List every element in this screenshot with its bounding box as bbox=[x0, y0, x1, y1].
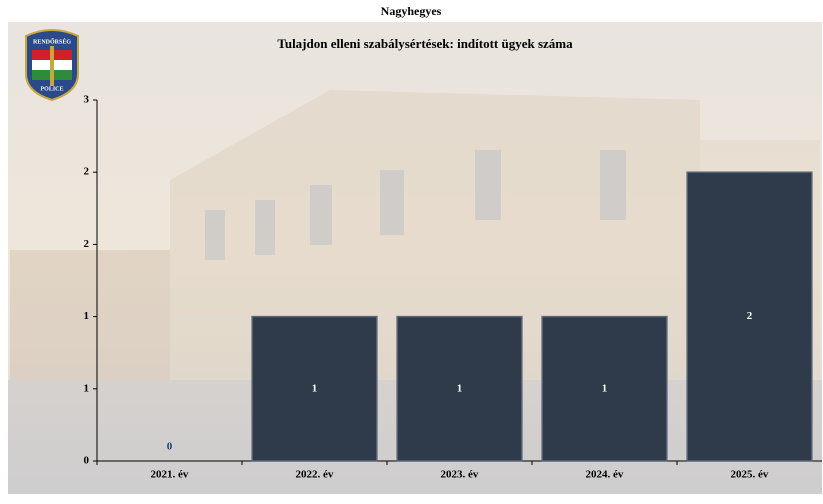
bar bbox=[686, 171, 813, 462]
x-tick-label: 2021. év bbox=[151, 469, 189, 481]
bar bbox=[251, 315, 378, 462]
data-label: 1 bbox=[312, 382, 318, 394]
y-tick-label: 3 bbox=[84, 94, 90, 106]
x-tick-label: 2022. év bbox=[296, 469, 334, 481]
bar bbox=[396, 315, 523, 462]
logo-top-text: RENDŐRSÉG bbox=[33, 37, 71, 45]
y-tick-label: 1 bbox=[84, 310, 90, 322]
data-label: 1 bbox=[457, 382, 463, 394]
data-label: 0 bbox=[167, 441, 173, 453]
x-tick-label: 2023. év bbox=[441, 469, 479, 481]
chart-title: Tulajdon elleni szabálysértések: indítot… bbox=[277, 36, 573, 51]
logo-bottom-text: POLICE bbox=[40, 86, 63, 92]
page-title: Nagyhegyes bbox=[381, 4, 442, 18]
x-tick-label: 2025. év bbox=[731, 469, 769, 481]
data-label: 1 bbox=[602, 382, 608, 394]
police-logo: RENDŐRSÉG POLICE bbox=[25, 29, 79, 102]
y-tick-label: 0 bbox=[84, 455, 90, 467]
x-tick-label: 2024. év bbox=[586, 469, 624, 481]
bar bbox=[541, 315, 668, 462]
y-tick-label: 2 bbox=[84, 166, 90, 178]
y-tick-label: 1 bbox=[84, 382, 90, 394]
y-tick-label: 2 bbox=[84, 238, 90, 250]
data-label: 2 bbox=[747, 310, 753, 322]
